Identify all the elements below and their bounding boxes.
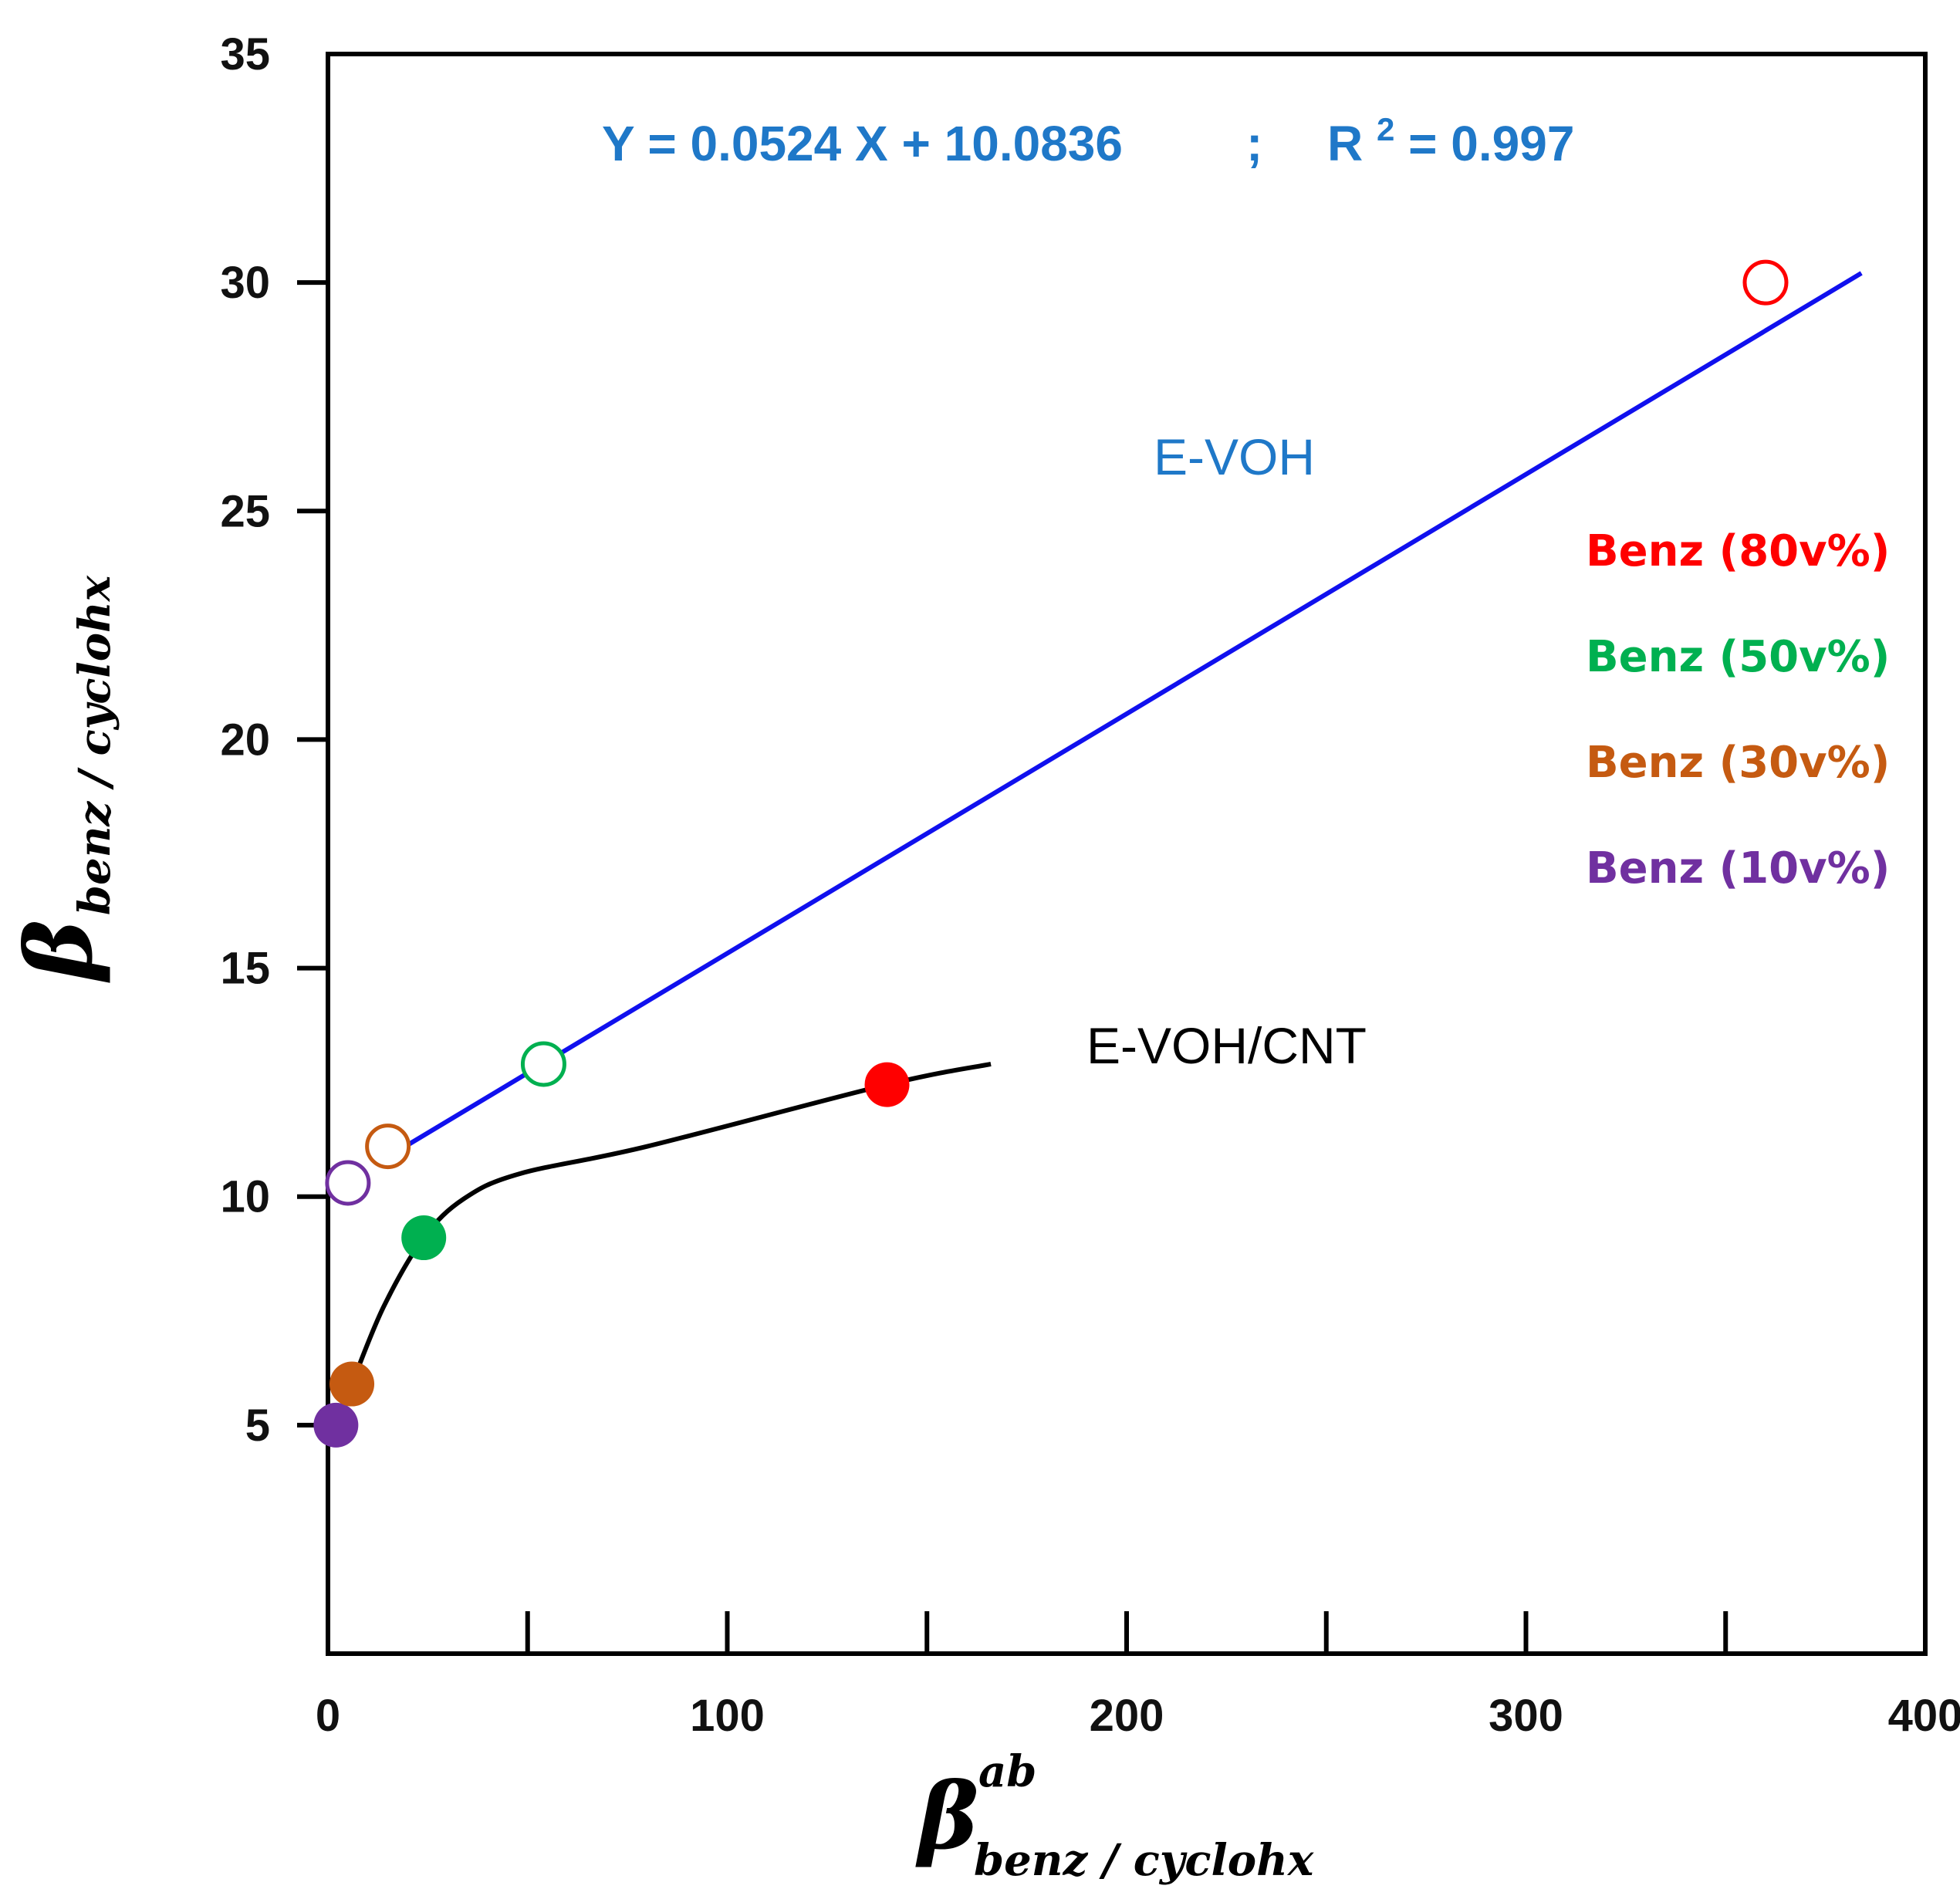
fit-equation-separator: ;	[1246, 116, 1262, 171]
legend-entry-benz-80: Benz (80v%)	[1586, 526, 1890, 576]
y-tick-label: 10	[220, 1172, 270, 1222]
evoh-point	[1742, 259, 1789, 306]
evoh-cnt-point	[313, 1402, 359, 1448]
data-points	[313, 259, 1789, 1448]
y-axis-title-symbol: β	[5, 920, 113, 983]
x-axis: 0 100 200 300 400	[316, 1611, 1960, 1741]
y-axis-title: β benz / cyclohx	[5, 575, 120, 983]
y-tick-label: 15	[220, 944, 270, 994]
legend: Benz (80v%) Benz (50v%) Benz (30v%) Benz…	[1586, 526, 1890, 894]
evoh-point	[365, 1124, 411, 1170]
y-tick-label: 20	[220, 715, 270, 765]
y-tick-label: 35	[220, 29, 270, 79]
x-tick-label: 200	[1090, 1691, 1164, 1741]
legend-entry-benz-30: Benz (30v%)	[1586, 738, 1890, 788]
r-squared-power: 2	[1377, 111, 1394, 147]
r-squared-prefix: R	[1327, 116, 1363, 171]
fit-equation-formula: Y = 0.0524 X + 10.0836	[602, 116, 1123, 171]
r-squared-value: = 0.997	[1408, 116, 1574, 171]
series-label-evoh-cnt: E-VOH/CNT	[1086, 1017, 1367, 1074]
x-axis-title: β ab benz / cyclohx	[915, 1746, 1314, 1886]
y-axis: 5 10 15 20 25 30 35	[220, 29, 328, 1451]
series-label-evoh: E-VOH	[1154, 428, 1315, 485]
evoh-cnt-point	[329, 1361, 375, 1407]
evoh-cnt-curve	[333, 1062, 992, 1426]
y-tick-label: 30	[220, 258, 270, 308]
x-axis-title-symbol: β	[915, 1762, 978, 1870]
x-tick-label: 300	[1489, 1691, 1563, 1741]
x-tick-label: 100	[690, 1691, 765, 1741]
fit-equation: Y = 0.0524 X + 10.0836 ; R 2 = 0.997	[602, 96, 1574, 171]
y-axis-title-subscript: benz / cyclohx	[69, 575, 120, 915]
evoh-point	[520, 1041, 566, 1087]
evoh-fit-line	[394, 271, 1863, 1154]
legend-entry-benz-50: Benz (50v%)	[1586, 632, 1890, 682]
y-tick-label: 25	[220, 486, 270, 536]
x-tick-label: 400	[1888, 1691, 1960, 1741]
evoh-cnt-point	[401, 1215, 447, 1261]
legend-entry-benz-10: Benz (10v%)	[1586, 843, 1890, 894]
evoh-point	[325, 1160, 371, 1206]
series-lines	[333, 271, 1863, 1426]
y-tick-label: 5	[245, 1401, 270, 1451]
evoh-cnt-point	[864, 1062, 910, 1107]
x-axis-title-subscript: benz / cyclohx	[974, 1835, 1314, 1886]
x-axis-title-superscript: ab	[978, 1746, 1036, 1797]
x-tick-label: 0	[316, 1691, 340, 1741]
